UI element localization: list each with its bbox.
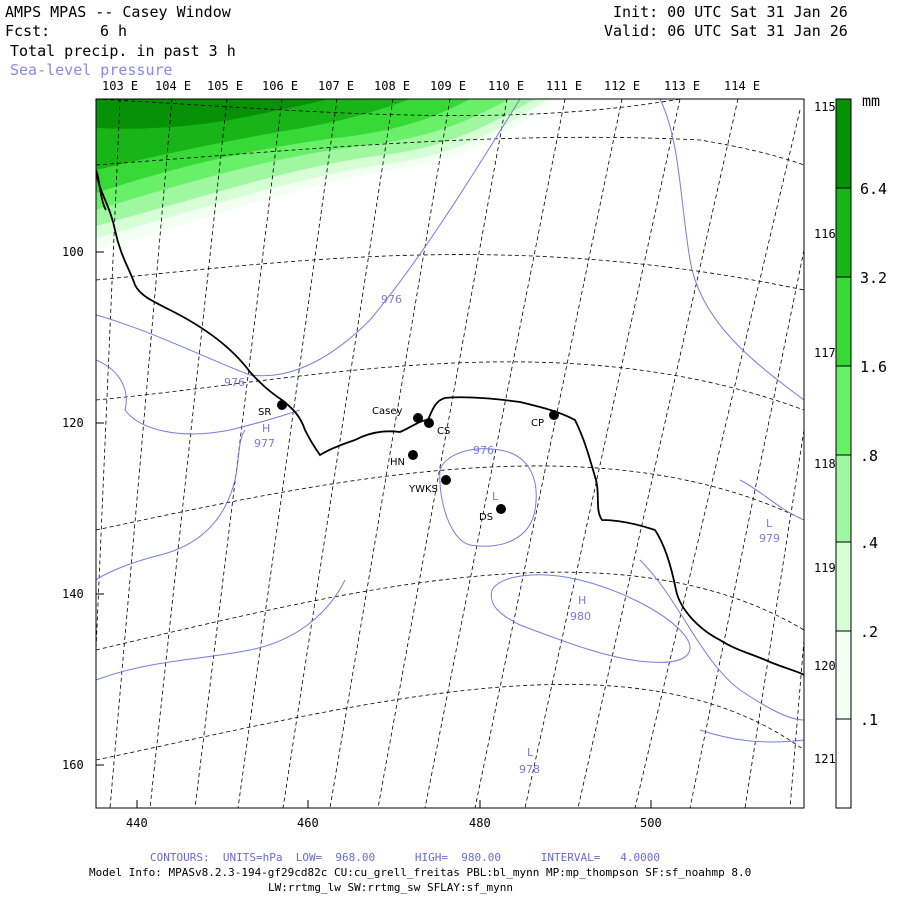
colorbar-label: .2 [860,623,878,641]
x-axis: 440 460 480 500 [126,800,662,830]
colorbar-label: .1 [860,711,878,729]
lon-label: 104 E [155,79,191,93]
y-tick-label: 100 [62,245,84,259]
colorbar: mm .1 .2 .4 .8 1.6 3.2 6.4 [835,92,887,809]
station-casey-dot [413,413,423,423]
station-label-cp: CP [531,418,544,429]
contour-label: H [262,422,270,435]
colorbar-units: mm [862,92,880,110]
y-tick-label: 160 [62,758,84,772]
map-frame [95,98,805,809]
precip-shading [96,99,555,250]
lon-label: 112 E [604,79,640,93]
x-tick-label: 460 [297,816,319,830]
lon-label: 114 E [724,79,760,93]
station-sr-dot [277,400,287,410]
forecast-label: Fcst: [5,22,51,40]
station-label-ywks: YWKS [408,484,438,495]
contour-label: 978 [519,763,540,776]
field-name: Total precip. in past 3 h [10,42,236,60]
forecast-hour: 6 h [100,22,128,40]
station-ds-dot [496,504,506,514]
contour-label: 976 [224,376,245,389]
colorbar-label: 3.2 [860,269,887,287]
contour-label: 979 [759,532,780,545]
station-label-sr: SR [258,407,271,418]
station-label-hn: HN [390,457,405,468]
station-label-casey: Casey [372,406,402,417]
map-title: AMPS MPAS -- Casey Window [5,3,231,21]
x-tick-label: 480 [469,816,491,830]
y-axis: 100 120 140 160 [62,245,104,772]
map-area [96,99,804,808]
station-cp-dot [549,410,559,420]
y-tick-label: 120 [62,416,84,430]
lon-label: 108 E [374,79,410,93]
lon-label: 106 E [262,79,298,93]
lon-label: 111 E [546,79,582,93]
colorbar-label: .8 [860,447,878,465]
colorbar-label: .4 [860,534,878,552]
lon-label: 105 E [207,79,243,93]
contour-label: H [578,594,586,607]
station-labels: SR Casey CS CP HN YWKS DS [258,406,544,523]
latitude-lines [96,99,804,761]
station-markers [277,400,559,514]
station-cs-dot [424,418,434,428]
station-hn-dot [408,450,418,460]
contour-info: CONTOURS: UNITS=hPa LOW= 968.00 HIGH= 98… [150,851,660,864]
station-ywks-dot [441,475,451,485]
colorbar-label: 1.6 [860,358,887,376]
station-label-cs: CS [437,426,450,437]
x-tick-label: 500 [640,816,662,830]
model-info: Model Info: MPASv8.2.3-194-gf29cd82c CU:… [89,866,752,879]
model-info-2: LW:rrtmg_lw SW:rrtmg_sw SFLAY:sf_mynn [268,881,514,894]
contour-label: L [766,517,773,530]
x-tick-label: 440 [126,816,148,830]
contour-label: 976 [473,444,494,457]
y-tick-label: 140 [62,587,84,601]
contour-label: 976 [381,293,402,306]
pressure-contours [96,99,804,743]
contour-label: 980 [570,610,591,623]
lon-label: 103 E [102,79,138,93]
lon-label: 113 E [664,79,700,93]
station-label-ds: DS [479,512,493,523]
lon-label: 109 E [430,79,466,93]
lon-label: 110 E [488,79,524,93]
contour-label: L [492,490,499,503]
lon-label: 107 E [318,79,354,93]
contour-label: L [527,746,534,759]
valid-time: Valid: 06 UTC Sat 31 Jan 26 [604,22,848,40]
contour-label: 977 [254,437,275,450]
init-time: Init: 00 UTC Sat 31 Jan 26 [613,3,848,21]
colorbar-label: 6.4 [860,180,887,198]
contour-labels: 976 976 976 H 977 L L 979 H 980 L 978 [224,293,780,776]
overlay-name: Sea-level pressure [10,61,173,79]
top-longitude-labels: 103 E 104 E 105 E 106 E 107 E 108 E 109 … [102,79,760,93]
